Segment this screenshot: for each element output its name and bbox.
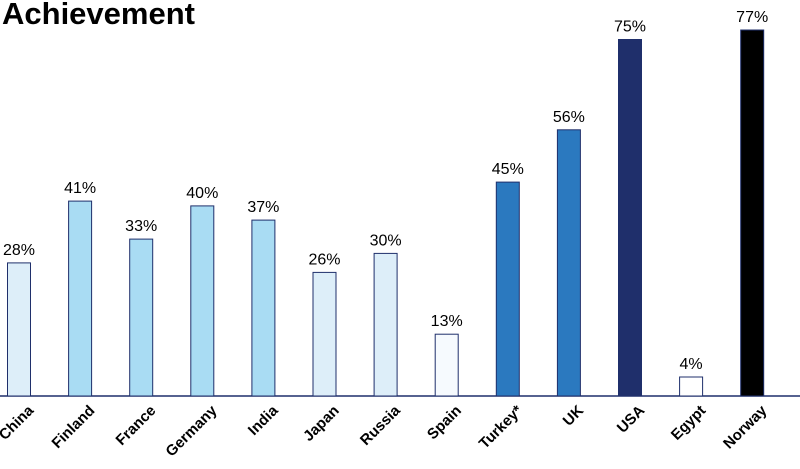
category-label: Turkey* bbox=[476, 402, 526, 452]
value-label: 37% bbox=[247, 199, 279, 216]
bar-china bbox=[7, 262, 31, 397]
chart-title: Achievement bbox=[2, 0, 195, 31]
value-label: 41% bbox=[64, 180, 96, 197]
value-label: 40% bbox=[186, 185, 218, 202]
bar-uk bbox=[556, 129, 581, 397]
value-label: 26% bbox=[308, 251, 340, 268]
category-label: Egypt bbox=[668, 402, 709, 443]
bar-norway bbox=[740, 29, 765, 397]
value-label: 4% bbox=[680, 356, 703, 373]
category-label: Spain bbox=[424, 402, 465, 443]
category-label: Finland bbox=[49, 402, 99, 452]
value-labels-group: 28% 41% 33% 40% 37% 26% 30% 13% 45% 56% 75% 4% 77% bbox=[3, 9, 768, 373]
category-label: Norway bbox=[720, 402, 771, 453]
bar-turkey bbox=[495, 181, 520, 397]
bar-japan bbox=[312, 271, 337, 397]
value-label: 33% bbox=[125, 218, 157, 235]
bars-group bbox=[7, 29, 765, 397]
value-label: 28% bbox=[3, 242, 35, 259]
category-label: France bbox=[113, 402, 160, 449]
bar-france bbox=[129, 238, 154, 397]
bar-spain bbox=[434, 333, 459, 397]
bar-germany bbox=[190, 205, 215, 397]
value-label: 13% bbox=[431, 313, 463, 330]
category-label: China bbox=[0, 402, 38, 444]
category-label: India bbox=[245, 402, 282, 439]
bar-egypt bbox=[679, 376, 704, 397]
value-label: 45% bbox=[492, 161, 524, 178]
category-label: UK bbox=[560, 402, 587, 429]
category-label: Russia bbox=[357, 402, 404, 449]
category-label: Germany bbox=[162, 402, 220, 460]
value-label: 75% bbox=[614, 19, 646, 36]
value-label: 77% bbox=[736, 9, 768, 26]
bar-india bbox=[251, 219, 276, 397]
value-label: 56% bbox=[553, 109, 585, 126]
bar-russia bbox=[373, 252, 398, 397]
category-label: USA bbox=[614, 402, 649, 437]
bar-usa bbox=[618, 39, 642, 397]
category-label: Japan bbox=[300, 402, 343, 445]
category-labels-group: China Finland France Germany India Japan Russi… bbox=[0, 402, 771, 460]
bar-finland bbox=[68, 200, 93, 397]
value-label: 30% bbox=[370, 232, 402, 249]
